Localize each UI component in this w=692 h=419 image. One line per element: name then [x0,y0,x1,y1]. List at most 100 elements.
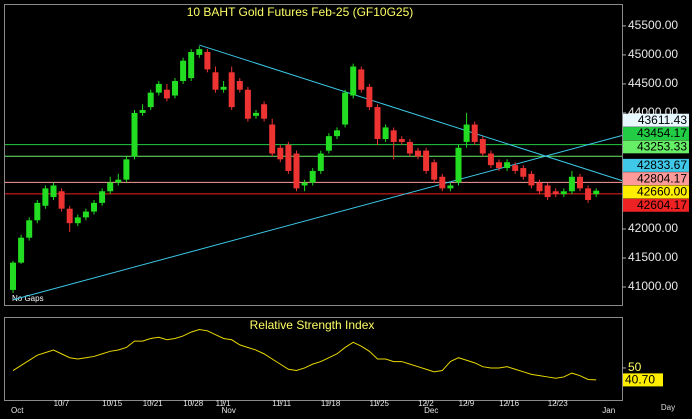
indicator-title: Relative Strength Index [250,318,375,332]
candle-body [293,153,300,189]
candle-body [123,159,130,180]
price-label: 42804.17 [637,171,687,185]
candle-body [147,92,154,108]
price-label-box [623,127,689,141]
month-label: Jan [602,406,615,415]
y-tick-label: 45500.00 [628,18,678,32]
candle-body [358,69,365,90]
candle-body [180,60,187,82]
candle-body [42,188,49,206]
candle-body [91,202,97,212]
candle-body [536,182,543,192]
candle-body [139,110,146,113]
candle-body [172,81,178,96]
candle-body [220,86,227,90]
month-label: Oct [11,406,24,415]
candle-body [204,52,211,70]
candle-body [188,52,195,79]
candle-body [593,190,600,195]
y-tick-label: 42000.00 [628,221,678,235]
candle-body [520,168,527,177]
candle-body [568,176,575,192]
candle-body [366,86,373,108]
candle-body [374,107,381,140]
candle-body [544,185,551,198]
candle-body [212,72,219,90]
candle-body [325,136,332,151]
chart-title: 10 BAHT Gold Futures Feb-25 (GF10G25) [187,5,414,19]
x-unit: Day [661,403,675,412]
x-tick-label: 10/7 [54,399,70,408]
indicator-pane [4,317,623,401]
candle-body [317,153,324,171]
candle-body [74,217,81,224]
candle-body [504,162,511,169]
x-tick-label: 12/2 [418,399,434,408]
price-label: 43454.17 [637,126,687,140]
candle-body [228,72,235,108]
month-label: Nov [222,406,236,415]
candle-body [479,139,486,154]
price-label: 43253.33 [637,140,687,154]
y-tick-label: 41000.00 [628,279,678,293]
candle-body [82,211,89,218]
price-label: 43611.43 [638,113,687,127]
candle-body [334,130,340,137]
x-tick-label: 10/21 [143,399,164,408]
candle-body [18,237,25,263]
x-tick-label: 12/9 [459,399,475,408]
candle-body [236,81,243,90]
price-label-box [623,158,689,172]
candle-body [50,185,57,198]
candle-body [285,144,292,171]
candle-body [455,147,462,183]
x-tick-label: 11/1 [216,399,232,408]
price-label: 42660.00 [637,185,687,199]
candle-body [398,139,405,142]
indicator-line [12,329,597,381]
candle-body [382,127,389,140]
candle-body [155,83,162,93]
candle-body [350,66,357,96]
candle-body [552,191,559,195]
y-tick-label: 41500.00 [628,250,678,264]
candle-body [244,89,251,119]
candle-body [261,104,268,119]
candle-body [342,92,349,125]
x-tick-label: 11/11 [272,399,291,408]
candle-body [431,162,438,180]
price-pane [4,4,623,306]
candle-body [528,173,535,186]
candle-body [34,202,41,221]
trendline [12,134,623,301]
price-label-box [623,113,689,127]
price-label-box [623,185,689,199]
x-tick-label: 12/23 [548,399,569,408]
candle-body [406,141,413,154]
candle-body [115,179,122,183]
candle-body [512,165,519,171]
x-tick-label: 11/18 [321,399,341,408]
candle-body [196,49,203,55]
candle-body [439,176,446,189]
candle-body [269,124,276,154]
candle-body [415,150,421,157]
candle-body [99,191,106,203]
candle-body [496,162,502,169]
candle-body [423,150,430,171]
candle-body [66,208,73,224]
candle-body [560,191,567,195]
price-label-box [623,172,689,186]
candle-body [447,185,454,189]
candle-body [471,124,478,142]
month-label: Dec [424,406,438,415]
x-tick-label: 10/15 [102,399,123,408]
candle-body [277,147,284,160]
price-label-box [623,140,689,154]
indicator-label-box [623,373,663,387]
candle-body [10,262,16,290]
price-label: 42833.67 [637,158,687,172]
x-tick-label: 10/28 [183,399,204,408]
trendline [199,44,623,182]
